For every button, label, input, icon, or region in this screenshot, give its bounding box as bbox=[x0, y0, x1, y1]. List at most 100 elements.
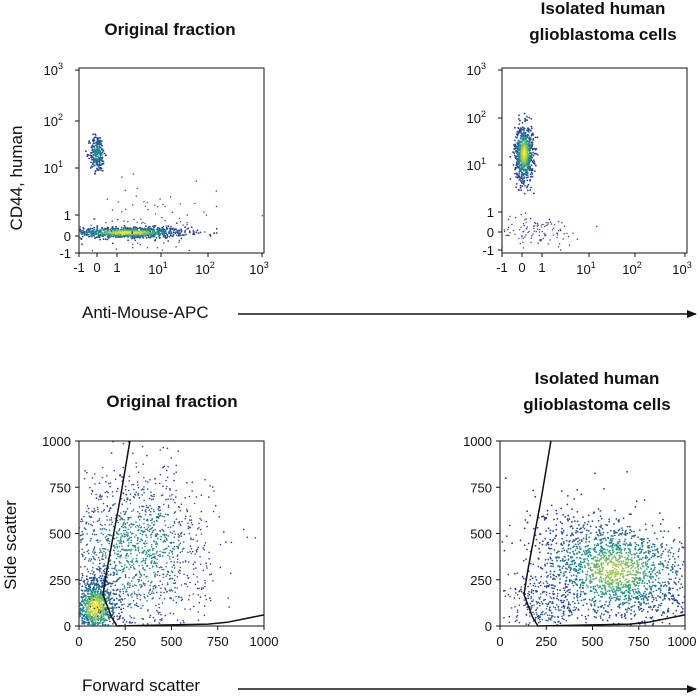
population-dot bbox=[93, 599, 95, 601]
population-dot bbox=[150, 543, 153, 546]
population-dot bbox=[136, 597, 139, 600]
population-dot bbox=[170, 542, 172, 545]
population-dot bbox=[119, 539, 122, 541]
population-dot bbox=[648, 585, 651, 587]
population-dot bbox=[154, 619, 156, 621]
population-dot bbox=[535, 579, 538, 581]
population-dot bbox=[536, 223, 539, 225]
population-dot bbox=[115, 569, 118, 571]
population-dot bbox=[102, 510, 105, 512]
population-dot bbox=[149, 528, 151, 530]
population-dot bbox=[525, 218, 527, 220]
population-dot bbox=[109, 559, 112, 561]
population-dot bbox=[167, 506, 170, 508]
population-dot bbox=[641, 582, 643, 584]
population-dot bbox=[141, 227, 143, 230]
population-dot bbox=[161, 617, 163, 620]
population-dot bbox=[620, 583, 623, 586]
population-dot bbox=[591, 520, 594, 522]
population-dot bbox=[118, 545, 121, 548]
population-dot bbox=[165, 237, 167, 239]
population-dot bbox=[88, 230, 91, 233]
population-dot bbox=[95, 597, 98, 600]
population-dot bbox=[174, 582, 177, 584]
population-dot bbox=[529, 514, 532, 517]
population-dot bbox=[130, 526, 132, 528]
population-dot bbox=[526, 174, 529, 177]
population-dot bbox=[138, 519, 141, 521]
population-dot bbox=[507, 218, 510, 221]
population-dot bbox=[129, 231, 131, 233]
population-dot bbox=[84, 613, 86, 616]
population-dot bbox=[178, 520, 181, 523]
population-dot bbox=[530, 118, 533, 120]
population-dot bbox=[161, 229, 164, 232]
population-dot bbox=[169, 196, 172, 198]
population-dot bbox=[87, 549, 90, 552]
population-dot bbox=[524, 132, 527, 134]
population-dot bbox=[80, 520, 82, 523]
population-dot bbox=[182, 619, 184, 622]
population-dot bbox=[132, 452, 134, 455]
population-dot bbox=[113, 567, 115, 570]
population-dot bbox=[155, 519, 158, 522]
population-dot bbox=[526, 548, 528, 551]
population-dot bbox=[122, 466, 125, 469]
population-dot bbox=[166, 469, 168, 472]
population-dot bbox=[114, 229, 116, 232]
population-dot bbox=[147, 609, 149, 611]
population-dot bbox=[94, 621, 97, 624]
population-dot bbox=[520, 156, 523, 159]
population-dot bbox=[521, 166, 524, 169]
bottom-left-title: Original fraction bbox=[106, 392, 237, 411]
population-dot bbox=[99, 598, 102, 601]
population-dot bbox=[663, 595, 666, 598]
x-tick-label: 0 bbox=[93, 260, 100, 275]
population-dot bbox=[680, 583, 683, 585]
population-dot bbox=[141, 551, 143, 554]
population-dot bbox=[126, 507, 129, 510]
population-dot bbox=[184, 497, 186, 499]
population-dot bbox=[608, 603, 611, 606]
population-dot bbox=[597, 606, 600, 609]
population-dot bbox=[108, 509, 111, 512]
population-dot bbox=[118, 233, 121, 236]
population-dot bbox=[159, 619, 161, 621]
population-dot bbox=[132, 233, 135, 236]
population-dot bbox=[208, 558, 210, 560]
population-dot bbox=[138, 580, 140, 583]
population-dot bbox=[206, 567, 208, 569]
population-dot bbox=[151, 592, 153, 594]
population-dot bbox=[94, 473, 96, 475]
population-dot bbox=[152, 529, 154, 532]
population-dot bbox=[661, 581, 664, 584]
population-dot bbox=[98, 236, 101, 239]
population-dot bbox=[82, 229, 84, 232]
population-dot bbox=[118, 529, 121, 531]
population-dot bbox=[525, 176, 528, 179]
population-dot bbox=[110, 231, 113, 234]
y-tick-label: 103 bbox=[44, 61, 63, 78]
population-dot bbox=[90, 224, 92, 226]
population-dot bbox=[81, 614, 84, 616]
population-dot bbox=[573, 545, 575, 548]
population-dot bbox=[522, 139, 525, 142]
population-dot bbox=[164, 524, 167, 527]
population-dot bbox=[205, 562, 207, 564]
population-dot bbox=[169, 558, 171, 560]
population-dot bbox=[609, 529, 612, 532]
population-dot bbox=[96, 162, 99, 165]
population-dot bbox=[530, 142, 533, 144]
population-dot bbox=[558, 243, 561, 245]
population-dot bbox=[121, 603, 123, 606]
population-dot bbox=[178, 544, 181, 546]
population-dot bbox=[604, 579, 607, 582]
population-dot bbox=[530, 145, 533, 148]
population-dot bbox=[91, 231, 94, 234]
population-dot bbox=[611, 539, 613, 542]
population-dot bbox=[520, 132, 523, 134]
population-dot bbox=[145, 229, 148, 232]
population-dot bbox=[179, 572, 181, 574]
population-dot bbox=[162, 203, 164, 206]
population-dot bbox=[677, 594, 680, 597]
